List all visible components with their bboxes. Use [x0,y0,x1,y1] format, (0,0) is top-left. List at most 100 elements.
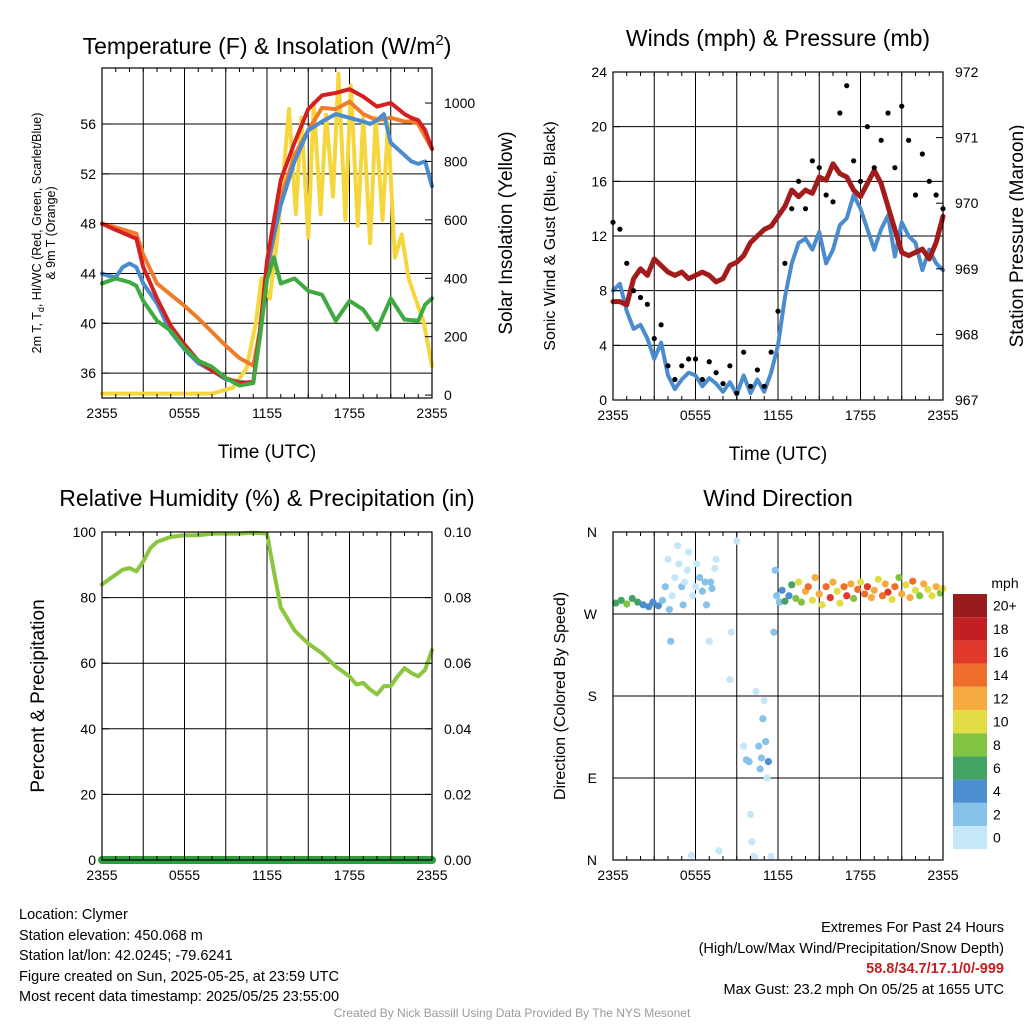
y-tick-label: E [588,770,597,786]
y-tick-label: 24 [591,64,607,80]
wind-direction-point [861,590,869,598]
y2-tick-label: 0.00 [444,852,471,868]
data-point-gust [768,349,774,355]
colorbar-label: 8 [993,737,1001,753]
wind-direction-point [755,742,763,750]
wind-direction-point [683,566,691,574]
data-point-gust [851,158,857,164]
y-tick-label: W [584,606,598,622]
station-location: Location: Clymer [19,907,128,923]
wind-direction-point [856,578,865,586]
wind-direction-point [881,580,889,588]
data-point-gust [637,294,644,301]
wind-direction-point [815,590,823,598]
wind-direction-point [671,573,679,582]
wind-direction-point [658,596,667,604]
y-axis-label: Sonic Wind & Gust (Blue, Black) [542,121,559,350]
y2-tick-label: 970 [955,195,979,211]
wind-direction-point [708,584,716,593]
chart-panel-1: 2355 0555 1155 1755 2355 36 40 44 48 52 56 0 200 400 6… [30,32,517,463]
data-point-gust [926,178,932,184]
wind-direction-point [778,586,786,594]
data-point-gust [823,192,829,198]
data-point-gust [692,356,699,362]
colorbar-swatch [953,594,987,618]
wind-direction-point [675,560,683,568]
wind-direction-point [748,838,756,846]
y2-tick-label: 967 [955,392,979,408]
wind-direction-point [679,601,687,609]
wind-direction-point [884,588,892,596]
series-line-relative-humidity [100,530,434,697]
y2-tick-label: 0.02 [444,786,471,802]
wind-direction-point [759,715,767,723]
colorbar-label: 12 [993,690,1009,706]
colorbar-swatch [953,686,987,710]
data-point-gust [892,165,898,171]
wind-direction-point [689,592,697,600]
wind-direction-point [752,687,760,696]
x-axis-label: Time (UTC) [218,442,317,463]
wind-direction-point [745,758,753,766]
x-tick-label: 2355 [597,407,628,423]
wind-direction-point [792,594,800,603]
y2-axis-label: Solar Insolation (Yellow) [496,131,517,334]
x-tick-label: 1755 [334,405,365,421]
data-point-gust [754,367,760,373]
wind-direction-point [916,592,924,600]
wind-direction-point [874,575,882,583]
wind-direction-point [895,573,903,582]
recent-timestamp: Most recent data timestamp: 2025/05/25 2… [19,989,340,1005]
wind-direction-point [811,573,819,582]
data-point-gust [871,165,877,171]
data-point-gust [761,383,767,389]
wind-direction-point [785,592,793,600]
wind-direction-point [715,847,723,855]
data-point-gust [816,165,822,171]
data-point-gust [665,363,671,369]
data-point-gust [734,390,740,396]
wind-direction-point [726,676,734,684]
wind-direction-point [773,592,781,600]
data-point-gust [912,192,919,198]
wind-direction-point [906,594,914,602]
y-tick-label: 60 [80,655,96,671]
colorbar-title: mph [991,575,1018,591]
y2-tick-label: 200 [444,329,468,345]
wind-direction-point [756,765,764,773]
y-tick-label: 4 [599,337,607,353]
wind-direction-point [702,601,711,609]
y-tick-label: 20 [80,786,96,802]
chart-panel-3: 2355 0555 1155 1755 23550204060801000.000.02… [28,485,475,883]
y-tick-label: 56 [80,116,96,132]
y-tick-label: 20 [591,119,607,135]
wind-direction-point [668,592,676,600]
y2-tick-label: 972 [955,64,979,80]
wind-direction-point [705,637,713,645]
x-tick-label: 2355 [416,867,447,883]
series-line-2m-td [100,255,434,388]
data-point-gust [713,370,719,376]
wind-direction-point [928,592,936,600]
wind-direction-point [891,583,899,591]
wind-direction-point [804,583,812,591]
wind-direction-point [727,628,735,636]
wind-direction-point [691,583,700,591]
colorbar-swatch [953,640,987,664]
wind-direction-point [833,587,841,595]
y2-axis-label: Station Pressure (Maroon) [1007,125,1024,348]
x-tick-label: 1155 [763,867,793,883]
data-point-gust [727,363,733,369]
wind-direction-point [843,592,851,600]
data-point-gust [624,260,630,266]
wind-direction-point [797,598,805,606]
y2-tick-label: 1000 [444,95,475,111]
wind-direction-point [634,598,642,606]
wind-direction-point [854,585,862,594]
station-latlon: Station lat/lon: 42.0245; -79.6241 [19,948,233,964]
wind-direction-point [878,592,887,600]
data-point-gust [706,359,712,365]
wind-direction-point [870,586,878,594]
data-point-gust [658,322,664,328]
